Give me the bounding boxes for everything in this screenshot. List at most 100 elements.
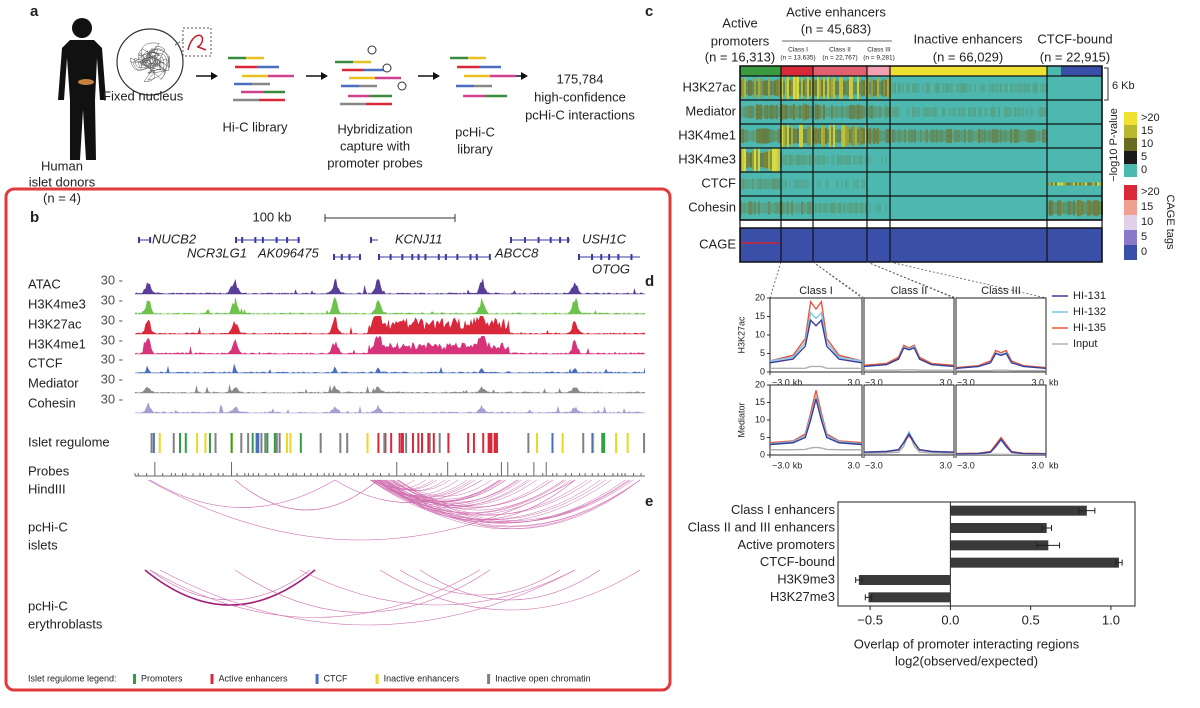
- heat-cell: [1079, 182, 1081, 186]
- heat-cell: [837, 106, 839, 118]
- heat-cell: [754, 106, 756, 118]
- label: islet donors: [29, 174, 96, 189]
- heat-cell: [843, 106, 845, 118]
- heat-cell: [942, 130, 944, 142]
- heat-cell: [968, 129, 970, 143]
- heat-cell: [825, 128, 827, 144]
- exon: [523, 237, 526, 243]
- heat-cell: [766, 151, 768, 169]
- legend-swatch: [375, 674, 379, 684]
- label: 5: [760, 432, 765, 442]
- interaction: [397, 479, 553, 508]
- legend-swatch: [1124, 164, 1137, 177]
- plot-frame: [837, 501, 1136, 607]
- heat-cell: [990, 107, 992, 117]
- heat-cell: [982, 129, 984, 143]
- heat-cell: [1073, 200, 1075, 216]
- regulome-element: [447, 433, 450, 453]
- heat-cell: [801, 77, 803, 99]
- heat-cell: [918, 107, 920, 117]
- exon: [578, 254, 580, 260]
- regulome-element: [591, 433, 594, 453]
- heat-cell: [1067, 182, 1069, 186]
- panel-b-frame: [4, 187, 672, 692]
- heat-cell: [1075, 182, 1077, 186]
- heat-cell: [849, 155, 851, 165]
- heat-cell: [890, 83, 892, 93]
- heat-cell: [793, 203, 795, 213]
- heat-cell: [1067, 201, 1069, 215]
- heat-cell: [1093, 182, 1095, 186]
- label: (n = 22,915): [1040, 49, 1110, 64]
- heat-cell: [766, 202, 768, 214]
- heat-cell: [853, 203, 855, 213]
- regulome-element: [472, 433, 475, 453]
- label: 5: [1141, 231, 1147, 243]
- heat-cell: [978, 107, 980, 117]
- heat-cell: [885, 203, 887, 213]
- label: 30 -: [101, 391, 123, 406]
- heat-cell: [813, 79, 815, 97]
- heat-cell: [849, 129, 851, 143]
- exon: [488, 254, 491, 260]
- heat-cell: [760, 104, 762, 120]
- heat-cell: [841, 125, 843, 147]
- heat-cell: [795, 106, 797, 118]
- heat-cell: [795, 155, 797, 165]
- heat-cell: [831, 202, 833, 214]
- heat-cell: [785, 202, 787, 214]
- heat-cell: [853, 155, 855, 165]
- label: H3K27ac: [28, 316, 82, 331]
- heat-cell: [1049, 200, 1051, 216]
- regulome-element: [493, 433, 496, 453]
- signal: [135, 402, 645, 413]
- heat-cell: [817, 76, 819, 100]
- heat-cell: [906, 131, 908, 141]
- heat-cell: [841, 179, 843, 189]
- heat-cell: [958, 83, 960, 93]
- heat-cell: [835, 106, 837, 118]
- heat-cell: [916, 131, 918, 141]
- heat-cell: [799, 179, 801, 189]
- heat-cell: [871, 129, 873, 143]
- heat-cell: [861, 202, 863, 214]
- label: Mediator: [685, 103, 736, 118]
- heat-cell: [797, 128, 799, 144]
- interaction: [376, 479, 641, 530]
- exon: [549, 237, 552, 243]
- regulome-element: [405, 433, 408, 453]
- heat-cell: [819, 202, 821, 214]
- heat-cell: [885, 129, 887, 143]
- label: 5: [1141, 151, 1147, 163]
- heat-cell: [793, 179, 795, 189]
- heat-cell: [837, 129, 839, 143]
- exon: [475, 254, 478, 260]
- heat-cell: [970, 129, 972, 143]
- heat-cell: [833, 106, 835, 118]
- heat-cell: [758, 178, 760, 190]
- label: 30 -: [101, 351, 123, 366]
- heat-cell: [783, 105, 785, 119]
- heat-cell: [766, 128, 768, 144]
- category-bar: [813, 66, 867, 76]
- label: CTCF-bound: [1037, 31, 1112, 46]
- label: high-confidence: [534, 89, 626, 104]
- exon: [340, 254, 343, 260]
- label: pcHi-C: [28, 519, 68, 534]
- heat-cell: [1042, 107, 1044, 117]
- label: 0.0: [941, 612, 959, 627]
- heat-cell: [791, 125, 793, 147]
- interaction: [394, 479, 593, 515]
- heat-cell: [904, 129, 906, 143]
- heat-cell: [766, 80, 768, 96]
- heat-cell: [831, 155, 833, 165]
- heat-cell: [885, 105, 887, 119]
- heat-cell: [740, 79, 742, 97]
- regulome-element: [432, 433, 435, 453]
- heat-cell: [821, 155, 823, 165]
- interaction: [147, 479, 576, 541]
- heat-cell: [811, 202, 813, 214]
- heat-cell: [758, 104, 760, 120]
- label: Active enhancers: [786, 4, 886, 19]
- heat-cell: [1020, 107, 1022, 117]
